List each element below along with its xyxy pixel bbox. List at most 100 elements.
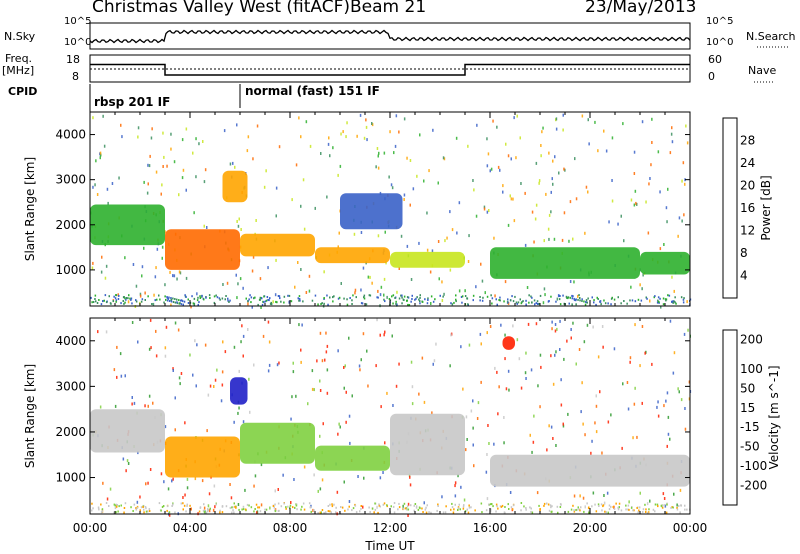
power-speckle [170, 147, 172, 151]
power-speckle [259, 277, 262, 281]
velocity-near-range-echo [203, 503, 205, 506]
power-speckle [486, 210, 489, 214]
velocity-near-range-echo [118, 505, 120, 508]
power-speckle [563, 211, 566, 215]
velocity-speckle [348, 336, 350, 340]
power-speckle [96, 193, 99, 196]
velocity-near-range-echo [144, 506, 147, 508]
velocity-speckle [122, 457, 125, 461]
power-ytick-label: 4000 [55, 128, 86, 142]
velocity-speckle [174, 321, 177, 325]
velocity-near-range-echo [248, 504, 250, 507]
power-near-range-echo [680, 296, 683, 299]
velocity-speckle [207, 504, 210, 508]
velocity-near-range-echo [618, 502, 621, 505]
velocity-speckle [423, 501, 425, 505]
velocity-ylabel: Slant Range [km] [23, 364, 37, 468]
velocity-near-range-echo [130, 506, 132, 509]
power-near-range-echo [164, 295, 166, 298]
power-speckle [464, 289, 466, 293]
power-speckle [298, 116, 300, 120]
velocity-near-range-echo [398, 506, 401, 509]
velocity-near-range-echo [257, 506, 259, 509]
velocity-speckle [662, 492, 665, 496]
power-near-range-echo [571, 303, 573, 306]
velocity-near-range-echo [618, 506, 620, 509]
velocity-near-range-echo [530, 507, 532, 510]
power-speckle [105, 264, 108, 268]
power-near-range-echo [117, 298, 120, 300]
velocity-near-range-echo [546, 502, 548, 505]
power-speckle [467, 144, 469, 148]
velocity-near-range-echo [397, 508, 399, 511]
power-speckle [161, 183, 163, 187]
velocity-speckle [254, 474, 257, 478]
power-near-range-echo [481, 299, 484, 302]
power-speckle [300, 135, 302, 139]
power-near-range-echo [168, 296, 170, 299]
velocity-near-range-echo [272, 505, 275, 507]
velocity-near-range-echo [495, 510, 497, 513]
power-near-range-echo [166, 299, 169, 302]
velocity-speckle [300, 348, 302, 352]
velocity-near-range-echo [539, 508, 541, 510]
power-near-range-echo [337, 297, 340, 300]
velocity-speckle [595, 404, 598, 408]
velocity-near-range-echo [114, 507, 117, 510]
velocity-near-range-echo [206, 510, 209, 513]
velocity-near-range-echo [625, 504, 627, 507]
velocity-speckle [357, 475, 359, 478]
power-speckle [308, 274, 311, 278]
power-near-range-echo [125, 297, 128, 299]
power-speckle [678, 216, 681, 220]
velocity-speckle [594, 421, 596, 425]
velocity-speckle [554, 323, 557, 326]
power-speckle [294, 285, 296, 289]
velocity-near-range-echo [233, 511, 235, 514]
power-speckle [147, 163, 149, 167]
power-speckle [533, 240, 535, 244]
power-speckle [354, 288, 357, 292]
power-near-range-echo [646, 297, 648, 300]
velocity-speckle [646, 502, 649, 506]
power-near-range-echo [127, 297, 129, 300]
power-speckle [510, 157, 512, 161]
velocity-near-range-echo [672, 506, 674, 509]
velocity-speckle [174, 428, 176, 432]
velocity-speckle [137, 451, 139, 455]
velocity-speckle [312, 508, 314, 512]
velocity-speckle [216, 368, 218, 372]
velocity-speckle [127, 462, 130, 465]
velocity-near-range-echo [158, 502, 161, 505]
velocity-speckle [293, 478, 295, 481]
velocity-speckle [349, 441, 351, 445]
nave-label: Nave [748, 64, 777, 77]
power-speckle [673, 289, 675, 293]
power-near-range-echo [672, 300, 674, 303]
power-near-range-echo [593, 301, 595, 304]
power-speckle [645, 200, 647, 204]
velocity-near-range-echo [454, 503, 456, 506]
power-speckle [346, 121, 348, 125]
power-speckle [377, 154, 379, 158]
velocity-near-range-echo [550, 506, 552, 509]
power-near-range-echo [575, 303, 577, 306]
power-near-range-echo [539, 294, 542, 297]
power-speckle [548, 213, 551, 217]
velocity-speckle [301, 323, 303, 327]
power-speckle [137, 135, 139, 139]
velocity-near-range-echo [481, 511, 483, 514]
velocity-near-range-echo [160, 509, 162, 512]
velocity-speckle [194, 339, 196, 343]
power-near-range-echo [623, 300, 625, 302]
power-speckle [389, 130, 391, 134]
power-near-range-echo [248, 298, 250, 301]
velocity-near-range-echo [490, 508, 492, 511]
power-speckle [320, 152, 322, 155]
velocity-near-range-echo [678, 504, 680, 507]
velocity-near-range-echo [274, 503, 276, 506]
velocity-speckle [532, 440, 535, 444]
power-speckle [472, 179, 474, 182]
power-speckle [156, 247, 159, 251]
power-near-range-echo [600, 303, 602, 306]
